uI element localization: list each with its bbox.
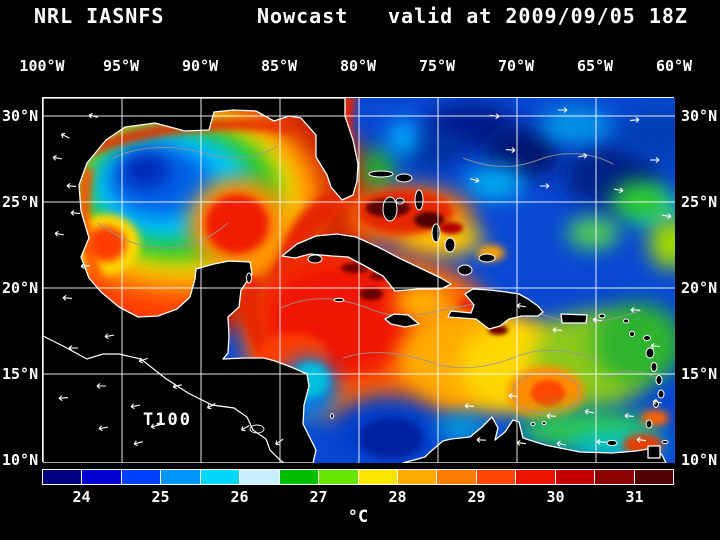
lat-tick-label: 25°N [2,193,39,211]
colorbar-cell [200,470,241,484]
longitude-axis: 100°W 95°W 90°W 85°W 80°W 75°W 70°W 65°W 60°W [0,57,720,75]
colorbar-cell [319,470,359,484]
colorbar-tick-label: 29 [467,488,486,506]
colorbar-cell [437,470,477,484]
colorbar [42,469,674,485]
contour-lines [97,145,662,414]
colorbar-tick-label: 28 [388,488,407,506]
colorbar-tick-label: 24 [72,488,91,506]
lon-tick-label: 65°W [576,57,614,75]
colorbar-cell [161,470,201,484]
colorbar-tick-label: 27 [309,488,328,506]
colorbar-cell [43,470,83,484]
colorbar-cell [279,470,320,484]
lon-tick-label: 70°W [497,57,535,75]
lat-tick-label: 20°N [2,279,39,297]
lon-tick-label: 100°W [19,57,65,75]
small-islands [246,254,669,446]
lon-tick-label: 80°W [339,57,377,75]
lat-tick-label: 10°N [2,451,39,469]
title-valid-time: valid at 2009/09/05 18Z [388,4,688,28]
colorbar-tick-label: 26 [230,488,249,506]
colorbar-units-label: °C [347,507,369,527]
title-model: NRL IASNFS [34,4,165,28]
lon-tick-label: 85°W [260,57,298,75]
lon-tick-label: 90°W [181,57,219,75]
lat-tick-label: 15°N [681,365,718,383]
colorbar-cell [358,470,398,484]
jamaica-island [384,313,420,328]
colorbar-cell [476,470,517,484]
grid-lines [43,98,675,463]
colorbar-cell [121,470,162,484]
puerto-rico-island [560,313,588,324]
colorbar-tick-label: 30 [546,488,565,506]
colorbar-cell [516,470,556,484]
south-america-land [402,416,667,463]
coastlines [43,335,285,463]
colorbar-cell [240,470,280,484]
map-frame: T100 [42,97,675,463]
colorbar-labels: 24 25 26 27 28 29 30 31 [0,488,720,506]
cuba-island [281,233,452,292]
hispaniola-island [447,288,544,330]
lake-nicaragua [249,424,265,434]
colorbar-tick-label: 31 [625,488,644,506]
colorbar-cell [397,470,438,484]
trinidad-island [647,445,661,459]
lat-tick-label: 30°N [681,107,718,125]
depth-label: T100 [143,410,192,430]
title-product: Nowcast [257,4,349,28]
lat-tick-label: 25°N [681,193,718,211]
colorbar-tick-label: 25 [151,488,170,506]
colorbar-cell [82,470,122,484]
lat-tick-label: 10°N [681,451,718,469]
lat-tick-label: 15°N [2,365,39,383]
map-plot [43,98,675,463]
lat-tick-label: 20°N [681,279,718,297]
lon-tick-label: 95°W [102,57,140,75]
colorbar-cell [634,470,673,484]
colorbar-cell [595,470,635,484]
lon-tick-label: 60°W [655,57,693,75]
lat-tick-label: 30°N [2,107,39,125]
lon-tick-label: 75°W [418,57,456,75]
colorbar-cell [555,470,596,484]
pacific-coastline [43,335,285,463]
